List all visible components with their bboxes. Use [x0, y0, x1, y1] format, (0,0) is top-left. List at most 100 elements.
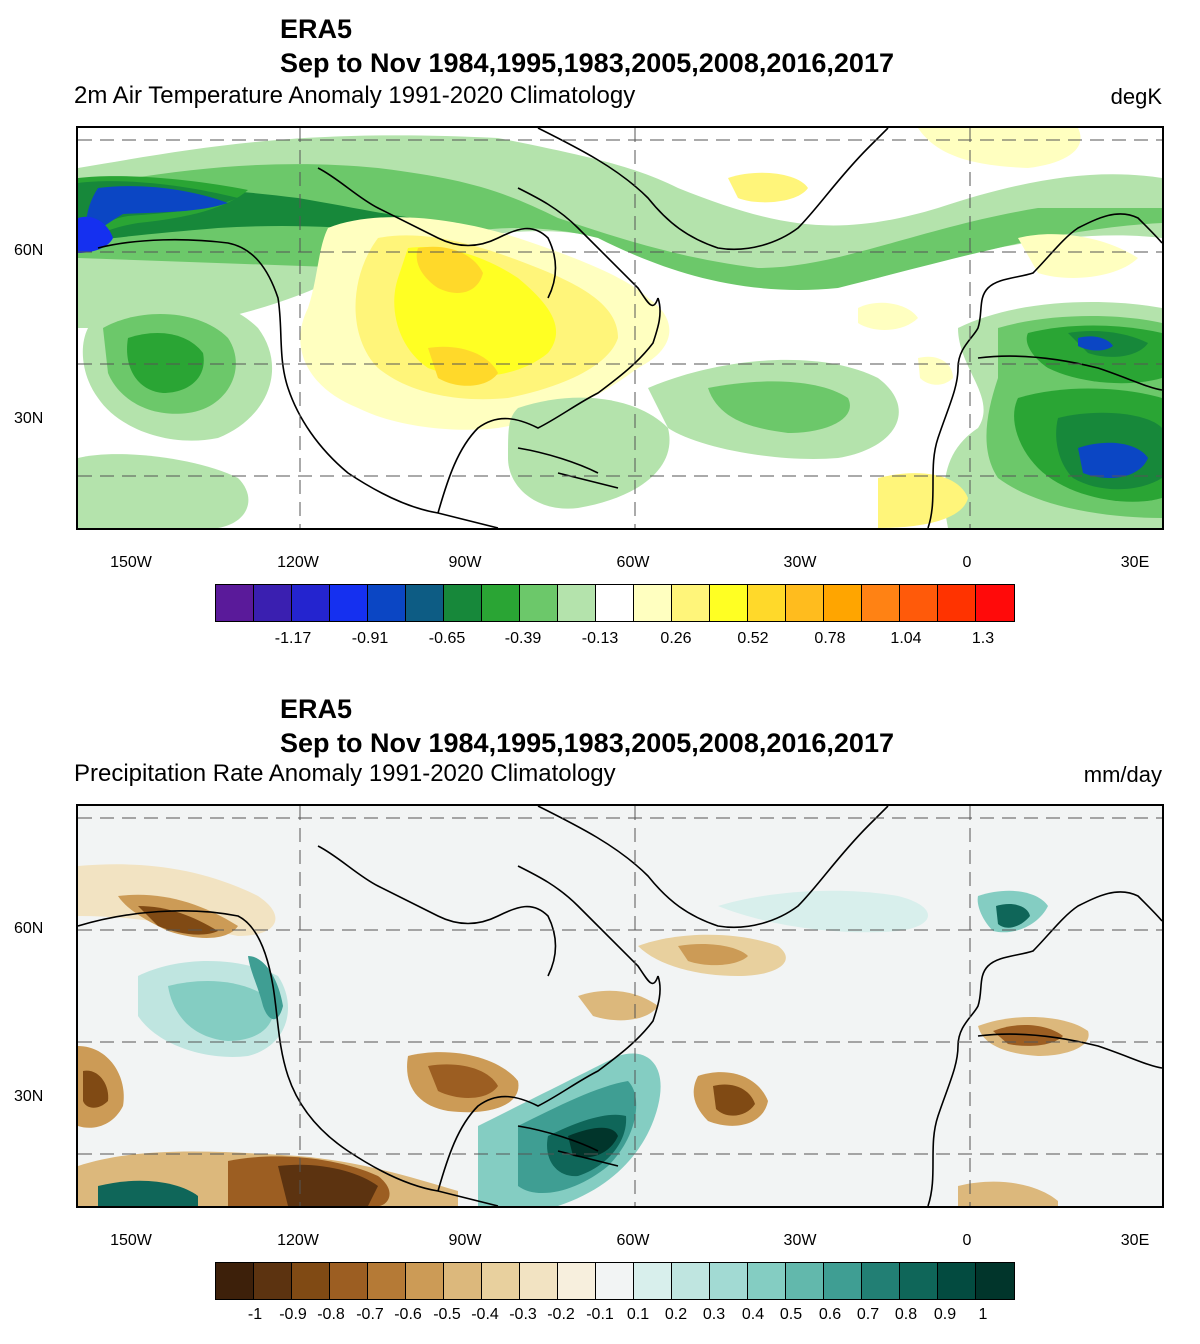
colorbar-swatch — [672, 585, 710, 621]
colorbar-label: -0.13 — [581, 630, 619, 647]
lon-label: 150W — [110, 554, 152, 571]
panel-subtitle: Precipitation Rate Anomaly 1991-2020 Cli… — [74, 760, 616, 787]
colorbar-swatch — [406, 585, 444, 621]
colorbar-swatch — [330, 1263, 368, 1299]
colorbar-swatch — [444, 585, 482, 621]
lon-label: 120W — [277, 1232, 319, 1249]
panel-period: Sep to Nov 1984,1995,1983,2005,2008,2016… — [280, 728, 894, 758]
colorbar-swatch — [672, 1263, 710, 1299]
colorbar-label: 0.6 — [818, 1306, 842, 1323]
colorbar-swatch — [558, 585, 596, 621]
colorbar-label: -0.8 — [317, 1306, 345, 1323]
lon-label: 0 — [962, 1232, 972, 1249]
colorbar-label: 0.9 — [933, 1306, 957, 1323]
lon-label: 30W — [783, 554, 817, 571]
lat-label: 60N — [14, 920, 44, 937]
colorbar-label: -0.39 — [504, 630, 542, 647]
colorbar-label: 0.1 — [626, 1306, 650, 1323]
panel-units: degK — [1110, 84, 1162, 109]
colorbar-label: -0.6 — [394, 1306, 422, 1323]
colorbar-label: 0.52 — [737, 630, 769, 647]
colorbar-label: 0.7 — [856, 1306, 880, 1323]
longitude-labels: 150W 120W 90W 60W 30W 0 30E — [0, 554, 1200, 578]
colorbar-swatch — [444, 1263, 482, 1299]
colorbar-swatch — [634, 1263, 672, 1299]
colorbar-label: 0.2 — [664, 1306, 688, 1323]
lon-label: 60W — [616, 1232, 650, 1249]
colorbar-label: -0.1 — [586, 1306, 614, 1323]
colorbar-label: -1 — [247, 1306, 263, 1323]
colorbar-swatch — [900, 1263, 938, 1299]
colorbar-swatch — [862, 585, 900, 621]
lon-label: 30W — [783, 1232, 817, 1249]
colorbar-swatch — [482, 1263, 520, 1299]
longitude-labels: 150W 120W 90W 60W 30W 0 30E — [0, 1232, 1200, 1256]
panel-title: ERA5 — [280, 14, 353, 44]
lon-label: 0 — [962, 554, 972, 571]
precipitation-colorbar-labels: -1 -0.9 -0.8 -0.7 -0.6 -0.5 -0.4 -0.3 -0… — [0, 1306, 1200, 1328]
colorbar-label: -0.3 — [509, 1306, 537, 1323]
colorbar-swatch — [520, 585, 558, 621]
panel-subtitle: 2m Air Temperature Anomaly 1991-2020 Cli… — [74, 82, 636, 109]
lon-label: 30E — [1120, 554, 1150, 571]
lon-label: 30E — [1120, 1232, 1150, 1249]
colorbar-swatch — [938, 1263, 976, 1299]
colorbar-label: -0.91 — [351, 630, 389, 647]
colorbar-label: 0.4 — [741, 1306, 765, 1323]
colorbar-label: 0.5 — [779, 1306, 803, 1323]
lat-label: 60N — [14, 242, 44, 259]
colorbar-label: 1 — [978, 1306, 988, 1323]
colorbar-swatch — [786, 585, 824, 621]
colorbar-swatch — [710, 585, 748, 621]
lat-label: 30N — [14, 1088, 44, 1105]
lon-label: 60W — [616, 554, 650, 571]
temperature-anomaly-map — [76, 126, 1164, 530]
colorbar-swatch — [330, 585, 368, 621]
panel-title: ERA5 — [280, 694, 353, 724]
colorbar-label: -0.9 — [279, 1306, 307, 1323]
colorbar-swatch — [824, 1263, 862, 1299]
colorbar-swatch — [710, 1263, 748, 1299]
colorbar-swatch — [406, 1263, 444, 1299]
colorbar-swatch — [292, 1263, 330, 1299]
colorbar-swatch — [520, 1263, 558, 1299]
colorbar-swatch — [938, 585, 976, 621]
colorbar-swatch — [596, 1263, 634, 1299]
temperature-colorbar — [215, 584, 1015, 622]
colorbar-swatch — [976, 585, 1014, 621]
precipitation-colorbar — [215, 1262, 1015, 1300]
colorbar-label: -0.5 — [433, 1306, 461, 1323]
colorbar-label: 0.3 — [702, 1306, 726, 1323]
colorbar-swatch — [368, 1263, 406, 1299]
lon-label: 120W — [277, 554, 319, 571]
colorbar-label: 0.26 — [660, 630, 692, 647]
colorbar-swatch — [558, 1263, 596, 1299]
colorbar-swatch — [976, 1263, 1014, 1299]
colorbar-swatch — [216, 1263, 254, 1299]
colorbar-swatch — [824, 585, 862, 621]
temperature-panel: ERA5 Sep to Nov 1984,1995,1983,2005,2008… — [0, 14, 1200, 652]
colorbar-swatch — [254, 585, 292, 621]
colorbar-swatch — [900, 585, 938, 621]
colorbar-label: 0.8 — [894, 1306, 918, 1323]
lon-label: 90W — [448, 554, 482, 571]
colorbar-swatch — [748, 1263, 786, 1299]
temperature-colorbar-labels: -1.17 -0.91 -0.65 -0.39 -0.13 0.26 0.52 … — [0, 630, 1200, 652]
colorbar-swatch — [254, 1263, 292, 1299]
colorbar-label: 1.04 — [890, 630, 922, 647]
panel-period: Sep to Nov 1984,1995,1983,2005,2008,2016… — [280, 48, 894, 78]
colorbar-swatch — [482, 585, 520, 621]
precipitation-panel: ERA5 Sep to Nov 1984,1995,1983,2005,2008… — [0, 690, 1200, 1344]
lon-label: 90W — [448, 1232, 482, 1249]
colorbar-swatch — [216, 585, 254, 621]
colorbar-label: 0.78 — [814, 630, 846, 647]
colorbar-label: -0.2 — [547, 1306, 575, 1323]
colorbar-swatch — [368, 585, 406, 621]
colorbar-swatch — [634, 585, 672, 621]
colorbar-swatch — [596, 585, 634, 621]
colorbar-label: -0.7 — [356, 1306, 384, 1323]
colorbar-label: -0.4 — [471, 1306, 499, 1323]
precipitation-anomaly-map — [76, 804, 1164, 1208]
colorbar-label: -0.65 — [428, 630, 466, 647]
panel-units: mm/day — [1083, 762, 1162, 787]
